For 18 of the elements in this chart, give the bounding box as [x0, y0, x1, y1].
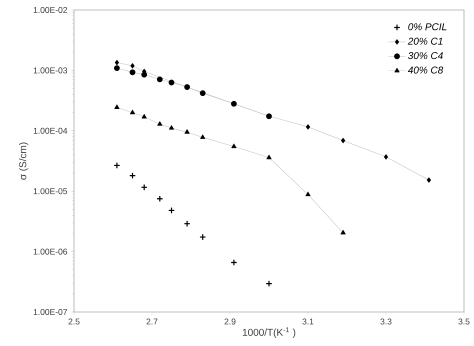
y-tick-label: 1.00E-02	[34, 7, 68, 13]
y-tick-label: 1.00E-04	[34, 128, 68, 134]
x-tick-label: 2.9	[224, 318, 236, 324]
x-tick-label: 3.1	[302, 318, 314, 324]
y-tick-label: 1.00E-03	[34, 67, 68, 74]
y-tick-label: 1.00E-06	[34, 248, 68, 255]
x-tick-label: 3.5	[458, 318, 470, 324]
x-tick-label: 2.7	[146, 318, 158, 324]
legend-label: 0% PCIL	[408, 23, 446, 30]
y-axis-title: σ (S/cm)	[18, 142, 28, 180]
legend-label: 30% C4	[408, 52, 443, 60]
x-tick-label: 2.5	[68, 318, 80, 324]
x-tick-label: 3.3	[380, 318, 392, 324]
y-tick-label: 1.00E-07	[34, 309, 68, 315]
legend-label: 20% C1	[408, 38, 442, 45]
legend-label: 40% C8	[408, 66, 444, 74]
x-axis-title: 1000/T(K$^{-1}$ )	[242, 327, 296, 338]
y-tick-label: 1.00E-05	[34, 188, 68, 194]
